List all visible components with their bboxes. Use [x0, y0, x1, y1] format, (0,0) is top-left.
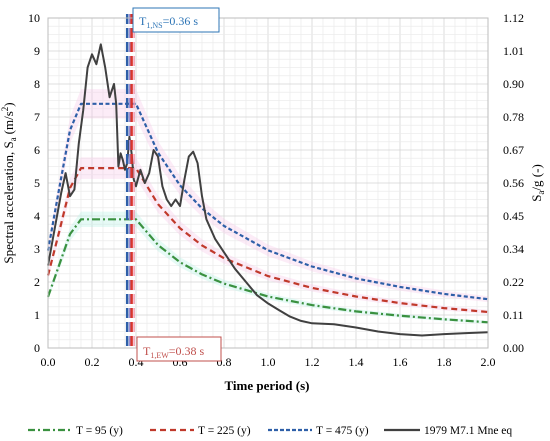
ns-label-main: T [139, 14, 147, 28]
y-right-tick-label: 0.78 [503, 110, 524, 124]
ew-label-main: T [143, 344, 151, 358]
x-tick-label: 1.8 [437, 355, 452, 369]
y-right-tick-label: 0.56 [503, 176, 524, 190]
x-tick-label: 2.0 [481, 355, 496, 369]
y-left-title-unit-sup: 2 [0, 107, 10, 112]
ew-period-annotation: T1,EW=0.38 s [136, 336, 222, 362]
y-left-title-sub: a [8, 137, 18, 141]
x-tick-label: 1.2 [305, 355, 320, 369]
ew-label-sub: 1,EW [150, 351, 169, 360]
ew-annotation-text: T1,EW=0.38 s [143, 344, 205, 360]
x-tick-label: 1.6 [393, 355, 408, 369]
x-axis-title: Time period (s) [225, 378, 310, 393]
y-right-title-tail: /g (-) [529, 164, 544, 190]
y-right-tick-label: 0.45 [503, 209, 524, 223]
y-left-tick-label: 10 [28, 11, 40, 25]
y-right-axis-title: Sa/g (-) [529, 164, 546, 202]
series-line [46, 167, 489, 314]
x-tick-label: 1.0 [261, 355, 276, 369]
y-right-title-main: S [529, 195, 544, 202]
y-left-tick-label: 8 [34, 77, 40, 91]
y-left-tick-label: 2 [34, 275, 40, 289]
y-right-tick-label: 1.12 [503, 11, 524, 25]
y-right-title-sub: a [536, 191, 546, 195]
y-left-tick-label: 3 [34, 242, 40, 256]
legend-label-t475: T = 475 (y) [316, 425, 369, 437]
y-right-tick-label: 0.22 [503, 275, 524, 289]
x-tick-label: 1.4 [349, 355, 364, 369]
uncertainty-band [48, 211, 488, 324]
y-right-tick-label: 0.90 [503, 77, 524, 91]
y-left-tick-label: 6 [34, 143, 40, 157]
y-left-tick-label: 9 [34, 44, 40, 58]
series-line [46, 218, 489, 324]
y-left-tick-label: 0 [34, 341, 40, 355]
legend: T = 95 (y) T = 225 (y) T = 475 (y) 1979 … [28, 425, 512, 437]
y-right-tick-label: 0.67 [503, 143, 524, 157]
ew-label-tail: =0.38 s [169, 344, 205, 358]
y-left-tick-label: 5 [34, 176, 40, 190]
y-left-tick-label: 7 [34, 110, 40, 124]
axes-layer [47, 17, 489, 349]
uncertainty-band [48, 89, 488, 303]
series-layer [46, 43, 489, 337]
x-tick-label: 0.0 [41, 355, 56, 369]
x-tick-label: 0.2 [85, 355, 100, 369]
series-line [46, 102, 489, 301]
ns-annotation-box [132, 7, 220, 33]
tick-labels-layer: 0.0 0.2 0.4 0.6 0.8 1.0 1.2 1.4 1.6 1.8 2.00123456… [28, 11, 524, 369]
plot-frame [47, 17, 489, 349]
legend-label-mne-eq: 1979 M7.1 Mne eq [424, 425, 512, 437]
legend-label-t225: T = 225 (y) [198, 425, 251, 437]
y-left-title-unit: (m/s [1, 111, 16, 134]
y-left-axis-title: Spectral acceleration, Sa (m/s2) [0, 102, 18, 263]
y-right-tick-label: 0.34 [503, 242, 524, 256]
legend-label-t95: T = 95 (y) [76, 425, 123, 437]
ns-annotation-text: T1,NS=0.36 s [139, 14, 198, 30]
ns-period-annotation: T1,NS=0.36 s [132, 7, 220, 33]
y-right-tick-label: 0.00 [503, 341, 524, 355]
y-left-title-main: Spectral acceleration, S [1, 141, 16, 263]
y-right-tick-label: 1.01 [503, 44, 524, 58]
y-right-tick-label: 0.11 [503, 308, 524, 322]
ns-label-tail: =0.36 s [163, 14, 199, 28]
ns-label-sub: 1,NS [146, 21, 162, 30]
uncertainty-band [48, 157, 488, 315]
y-left-tick-label: 1 [34, 308, 40, 322]
ew-annotation-box [136, 336, 222, 362]
uncertainty-bands-layer [48, 89, 488, 324]
series-line [47, 43, 489, 337]
y-left-title-unit-close: ) [1, 102, 16, 106]
y-left-tick-label: 4 [34, 209, 40, 223]
